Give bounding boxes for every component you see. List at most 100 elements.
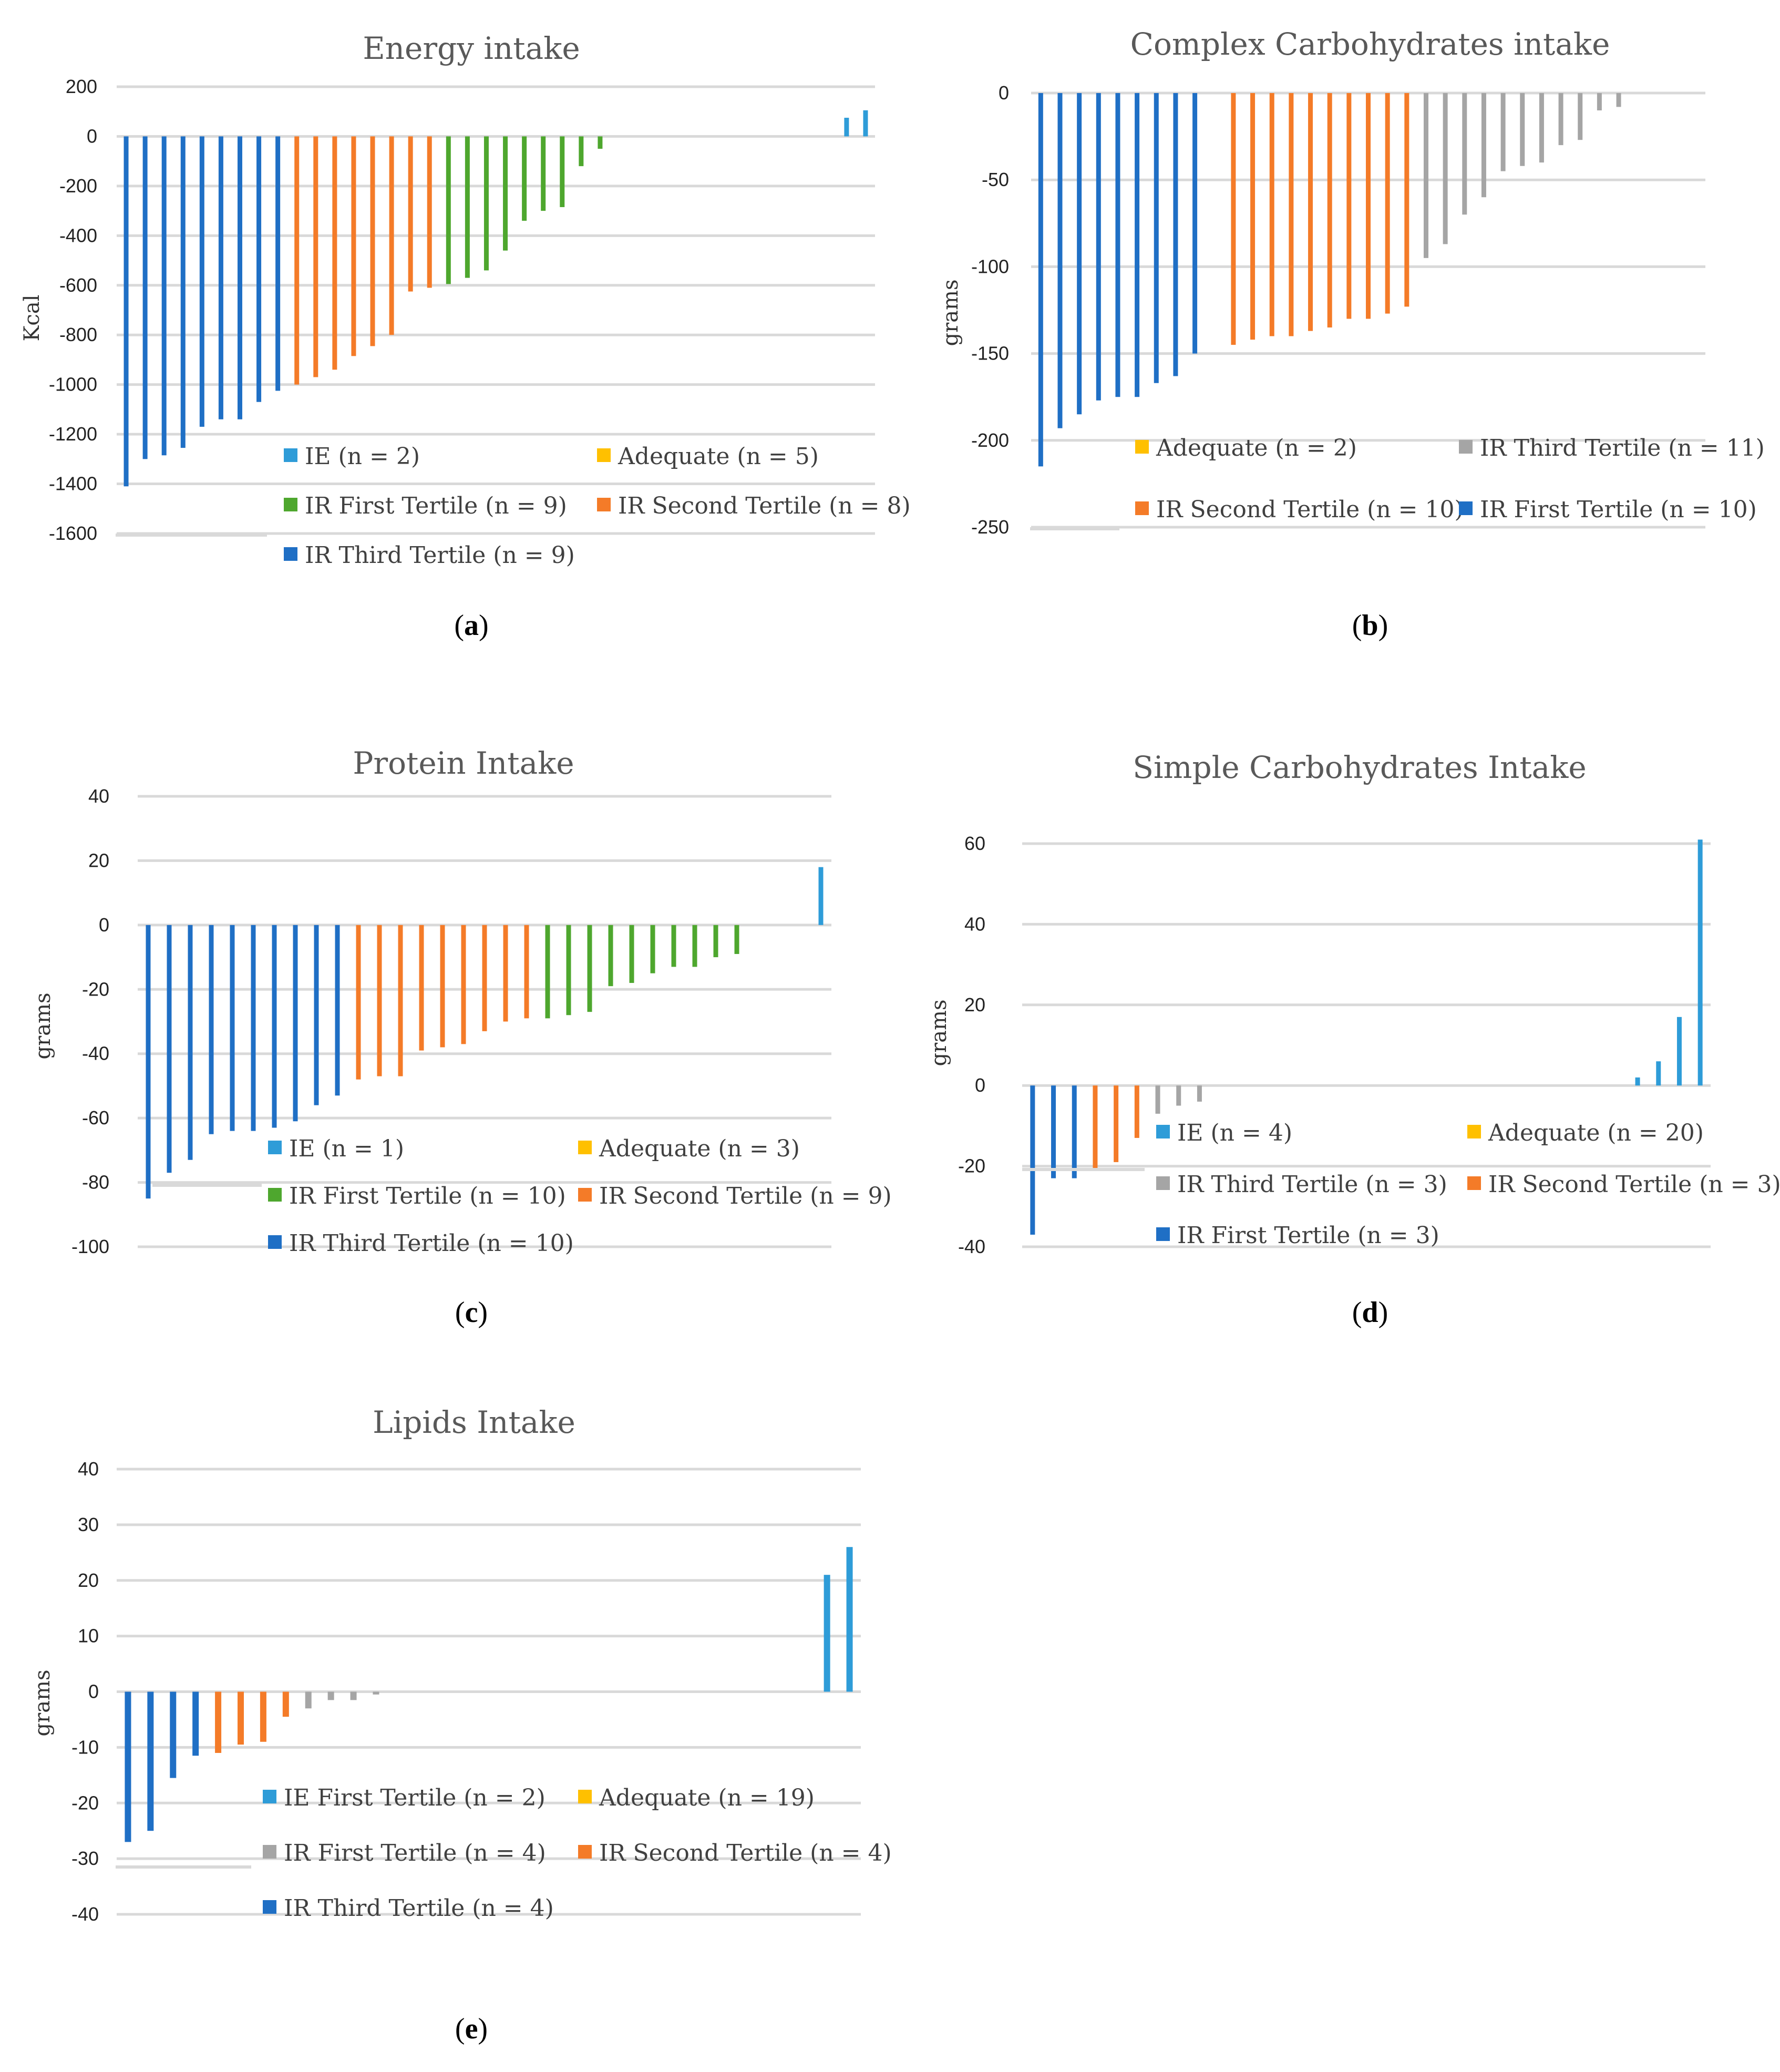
chart-a-gridlines xyxy=(117,85,875,535)
legend-swatch xyxy=(268,1188,282,1202)
legend-swatch xyxy=(1156,1125,1170,1138)
y-tick-label: 40 xyxy=(88,785,109,807)
legend-item: IR Third Tertile (n = 9) xyxy=(284,542,575,569)
bar xyxy=(1072,1085,1077,1178)
legend-label: Adequate (n = 5) xyxy=(618,443,819,470)
y-tick-label: -1200 xyxy=(49,423,97,445)
bar xyxy=(846,1547,853,1692)
bar xyxy=(1135,93,1140,397)
legend-item: IR First Tertile (n = 10) xyxy=(268,1183,566,1209)
bar xyxy=(522,136,527,221)
bar xyxy=(1231,93,1236,345)
legend-label: IE First Tertile (n = 2) xyxy=(284,1784,546,1811)
legend-item: IR Second Tertile (n = 9) xyxy=(578,1183,892,1209)
chart-e-gridlines xyxy=(117,1468,861,1916)
legend-swatch xyxy=(1156,1227,1170,1241)
y-tick-label: -200 xyxy=(59,175,97,197)
chart-b-legend: Adequate (n = 2) IR Third Tertile (n = 11… xyxy=(1135,435,1765,523)
bar xyxy=(1155,1085,1160,1114)
chart-a-legend: IE (n = 2) Adequate (n = 5) IR First Terti… xyxy=(284,443,911,569)
legend-swatch xyxy=(1467,1125,1481,1138)
bar xyxy=(446,136,451,284)
chart-e-caption: (e) xyxy=(455,2013,488,2045)
y-tick-label: -1600 xyxy=(49,522,97,544)
y-tick-label: 0 xyxy=(975,1074,985,1096)
bar xyxy=(1173,93,1178,376)
bar xyxy=(1597,93,1602,111)
y-tick-label: -20 xyxy=(82,978,109,1000)
bar xyxy=(524,925,529,1019)
chart-e-legend: IE First Tertile (n = 2) Adequate (n = 19… xyxy=(263,1784,892,1922)
legend-item: Adequate (n = 20) xyxy=(1467,1120,1704,1146)
bar xyxy=(1289,93,1294,336)
bar xyxy=(1154,93,1159,383)
y-tick-label: -600 xyxy=(59,274,97,296)
bar xyxy=(142,136,148,459)
y-tick-label: -100 xyxy=(971,255,1009,277)
legend-item: IE (n = 2) xyxy=(284,443,420,470)
y-tick-label: -30 xyxy=(71,1848,99,1869)
bar xyxy=(650,925,655,973)
bar xyxy=(272,925,277,1128)
bar xyxy=(1134,1085,1139,1138)
legend-swatch xyxy=(578,1141,592,1154)
bar xyxy=(1038,93,1043,467)
y-tick-label: -40 xyxy=(82,1043,109,1064)
bar xyxy=(465,136,470,278)
y-tick-label: -400 xyxy=(59,224,97,246)
y-tick-label: 40 xyxy=(964,913,985,935)
bar xyxy=(863,110,868,137)
y-tick-label: 0 xyxy=(999,82,1009,104)
bar xyxy=(305,1691,312,1709)
chart-panel-a: Energy intake Kcal 200 0 -200 -400 -600 -800 -… xyxy=(0,21,911,657)
legend-item: IR Third Tertile (n = 3) xyxy=(1156,1171,1447,1198)
chart-b-title: Complex Carbohydrates intake xyxy=(1130,26,1610,62)
chart-b-bars xyxy=(1038,93,1621,467)
bar xyxy=(1192,93,1198,354)
y-tick-label: 0 xyxy=(99,914,109,936)
y-tick-label: 20 xyxy=(88,849,109,871)
bar xyxy=(541,136,546,211)
bar xyxy=(692,925,697,967)
bar xyxy=(1308,93,1313,331)
bar xyxy=(1077,93,1082,415)
legend-label: IE (n = 4) xyxy=(1177,1120,1292,1146)
legend-item: IR Second Tertile (n = 10) xyxy=(1135,496,1464,523)
legend-swatch xyxy=(284,448,297,462)
bar xyxy=(1616,93,1621,107)
bar xyxy=(1096,93,1101,401)
bar xyxy=(1250,93,1256,340)
legend-swatch xyxy=(597,448,611,462)
legend-swatch xyxy=(1135,501,1149,515)
bar xyxy=(377,925,382,1076)
bar xyxy=(1197,1085,1202,1102)
y-tick-label: 20 xyxy=(964,994,985,1016)
bar xyxy=(1366,93,1371,319)
legend-swatch xyxy=(263,1790,276,1803)
y-tick-label: -100 xyxy=(71,1236,109,1257)
bar xyxy=(373,1691,379,1695)
bar xyxy=(1558,93,1563,146)
bar xyxy=(351,136,356,356)
legend-label: IR First Tertile (n = 4) xyxy=(284,1840,546,1866)
y-tick-label: -40 xyxy=(71,1903,99,1925)
legend-label: IE (n = 2) xyxy=(305,443,420,470)
bar xyxy=(161,136,167,456)
legend-swatch xyxy=(578,1188,592,1202)
bar xyxy=(579,136,584,167)
legend-label: IR Second Tertile (n = 4) xyxy=(599,1840,892,1866)
bar xyxy=(1176,1085,1181,1106)
chart-c-caption: (c) xyxy=(455,1296,488,1329)
bar xyxy=(440,925,445,1048)
legend-swatch xyxy=(1459,501,1473,515)
y-tick-label: -80 xyxy=(82,1172,109,1193)
bar xyxy=(170,1691,177,1778)
bar xyxy=(1520,93,1525,166)
bar xyxy=(671,925,676,967)
y-tick-label: 60 xyxy=(964,833,985,854)
chart-a-svg: Energy intake Kcal 200 0 -200 -400 -600 -800 -… xyxy=(20,30,911,642)
bar xyxy=(256,136,262,402)
legend-item: IR Third Tertile (n = 4) xyxy=(263,1895,554,1922)
y-tick-label: -1400 xyxy=(49,473,97,495)
bar xyxy=(167,925,172,1173)
